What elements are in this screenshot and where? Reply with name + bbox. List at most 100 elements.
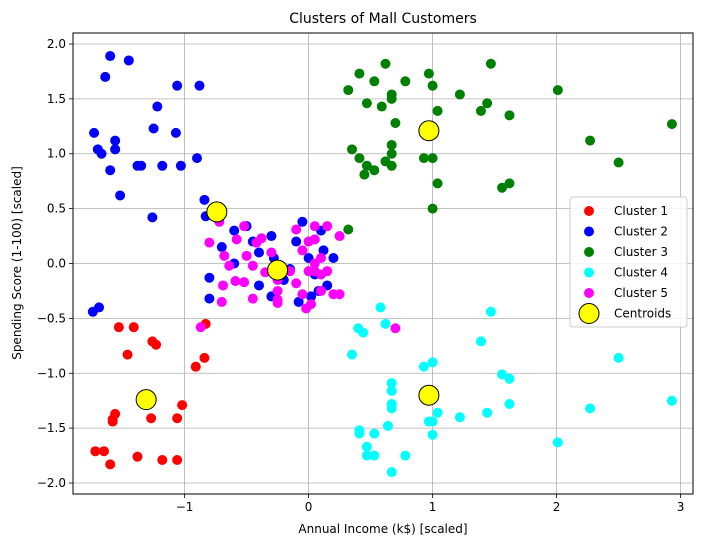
data-point bbox=[552, 85, 563, 96]
data-point bbox=[297, 245, 308, 256]
series-cluster-5 bbox=[195, 216, 401, 334]
data-point bbox=[105, 459, 116, 470]
y-tick-label: 1.0 bbox=[47, 147, 66, 161]
legend-marker bbox=[584, 247, 594, 257]
data-point bbox=[110, 408, 121, 419]
data-point bbox=[375, 302, 386, 313]
x-tick-label: 0 bbox=[305, 500, 313, 514]
x-tick-label: 2 bbox=[553, 500, 561, 514]
data-point bbox=[334, 231, 345, 242]
x-tick-label: −1 bbox=[176, 500, 194, 514]
data-point bbox=[147, 212, 158, 223]
x-axis-label: Annual Income (k$) [scaled] bbox=[298, 522, 467, 536]
data-point bbox=[254, 280, 264, 291]
data-point bbox=[177, 400, 188, 411]
data-point bbox=[369, 428, 380, 439]
data-point bbox=[400, 76, 411, 87]
data-point bbox=[328, 253, 339, 264]
data-point bbox=[172, 413, 183, 424]
data-point bbox=[266, 231, 277, 242]
legend-label: Cluster 5 bbox=[614, 286, 668, 300]
legend-label: Cluster 2 bbox=[614, 225, 668, 239]
data-point bbox=[386, 148, 397, 159]
data-point bbox=[427, 429, 438, 440]
data-point bbox=[303, 236, 314, 247]
data-points bbox=[87, 51, 677, 478]
data-point bbox=[229, 225, 240, 236]
legend-marker bbox=[578, 303, 600, 324]
data-point bbox=[475, 105, 486, 116]
data-point bbox=[361, 160, 372, 171]
legend-marker bbox=[584, 288, 594, 298]
data-point bbox=[199, 352, 210, 363]
data-point bbox=[128, 322, 139, 333]
series-cluster-1 bbox=[90, 318, 211, 470]
data-point bbox=[175, 160, 186, 171]
data-point bbox=[318, 245, 329, 256]
data-point bbox=[148, 123, 159, 134]
y-tick-label: −1.5 bbox=[37, 421, 66, 435]
data-point bbox=[297, 289, 308, 300]
legend-marker bbox=[584, 226, 594, 237]
axis-ticks: −1 0 1 2 3 −2.0 −1.5 −1.0 −0.5 0.0 0.5 1.0 1.5 2.0 bbox=[37, 37, 685, 514]
data-point bbox=[123, 55, 134, 66]
data-point bbox=[585, 403, 596, 414]
data-point bbox=[272, 285, 283, 296]
data-point bbox=[157, 160, 168, 171]
data-point bbox=[504, 398, 515, 409]
data-point bbox=[382, 420, 393, 431]
data-point bbox=[347, 144, 357, 155]
centroid-point bbox=[135, 389, 157, 411]
data-point bbox=[386, 385, 397, 396]
data-point bbox=[485, 306, 496, 317]
data-point bbox=[218, 280, 229, 291]
data-point bbox=[427, 80, 438, 91]
data-point bbox=[418, 361, 429, 372]
data-point bbox=[297, 216, 308, 227]
data-point bbox=[482, 407, 493, 418]
x-tick-label: 3 bbox=[677, 500, 685, 514]
data-point bbox=[96, 148, 107, 159]
data-point bbox=[293, 296, 304, 307]
data-point bbox=[291, 236, 302, 247]
data-point bbox=[216, 242, 227, 253]
data-point bbox=[190, 361, 201, 372]
data-point bbox=[105, 165, 116, 176]
data-point bbox=[132, 451, 143, 462]
data-point bbox=[199, 194, 210, 205]
data-point bbox=[613, 157, 624, 168]
series-cluster-4 bbox=[347, 302, 677, 478]
legend-box bbox=[569, 196, 688, 328]
data-point bbox=[113, 322, 124, 333]
data-point bbox=[322, 221, 333, 232]
y-tick-label: 0.5 bbox=[47, 202, 66, 216]
data-point bbox=[136, 160, 147, 171]
data-point bbox=[354, 428, 365, 439]
data-point bbox=[358, 327, 369, 338]
data-point bbox=[316, 253, 326, 264]
data-point bbox=[172, 80, 183, 91]
data-point bbox=[504, 373, 515, 384]
data-point bbox=[239, 221, 250, 232]
data-point bbox=[454, 412, 465, 423]
data-point bbox=[354, 153, 365, 164]
data-point bbox=[94, 302, 105, 313]
data-point bbox=[256, 233, 267, 244]
data-point bbox=[423, 68, 434, 79]
data-point bbox=[306, 291, 317, 302]
data-point bbox=[219, 250, 230, 261]
data-point bbox=[306, 299, 317, 310]
data-point bbox=[115, 190, 126, 201]
legend-label: Cluster 4 bbox=[614, 266, 668, 280]
data-point bbox=[497, 369, 508, 380]
data-point bbox=[427, 357, 438, 368]
data-point bbox=[369, 165, 380, 176]
data-point bbox=[239, 277, 250, 288]
data-point bbox=[204, 293, 215, 304]
data-point bbox=[386, 139, 397, 150]
data-point bbox=[110, 135, 121, 146]
data-point bbox=[613, 352, 624, 363]
data-point bbox=[454, 89, 465, 100]
legend-label: Centroids bbox=[614, 307, 671, 321]
